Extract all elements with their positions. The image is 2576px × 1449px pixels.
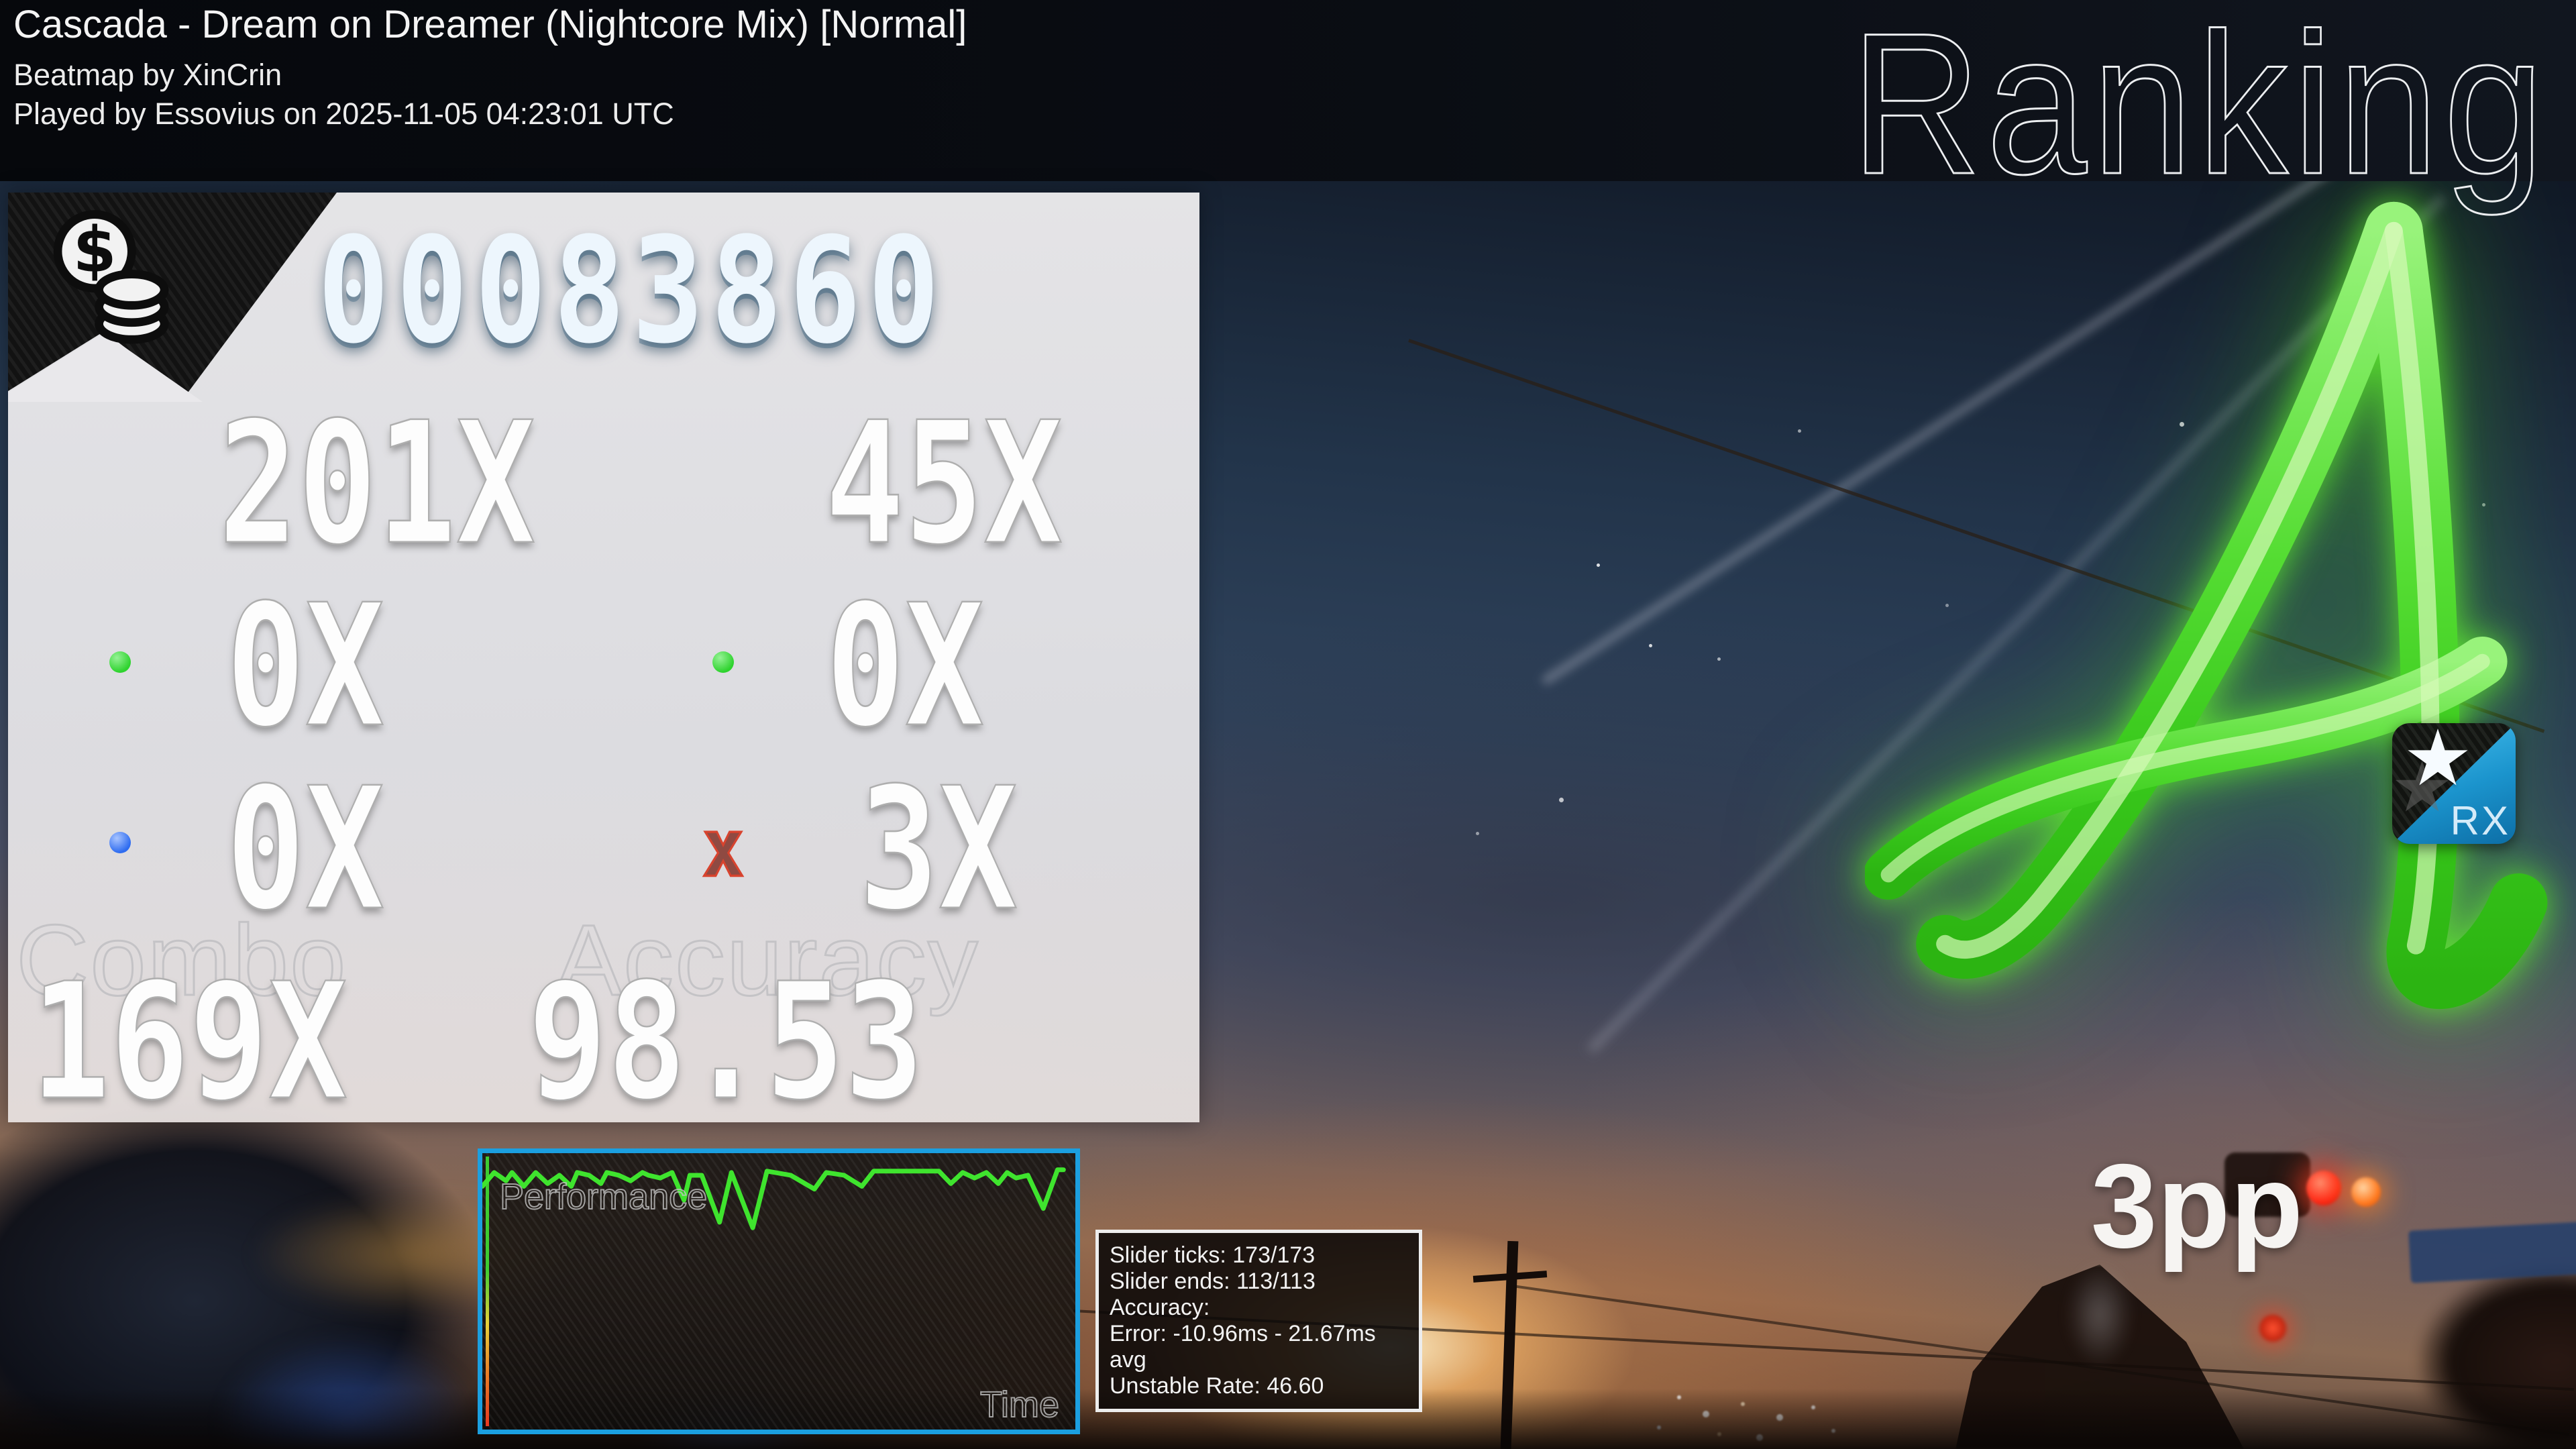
header-bar: Cascada - Dream on Dreamer (Nightcore Mi… — [0, 0, 2576, 181]
performance-graph-title: Performance — [499, 1176, 708, 1218]
coins-icon: $ — [53, 210, 169, 344]
star-icon: ★ — [2392, 749, 2454, 826]
score-panel: $ 00083860 201X 45X 0X 0X 0X x 3X Combo … — [8, 193, 1199, 1137]
tooltip-line-error: Error: -10.96ms - 21.67ms avg — [1110, 1321, 1376, 1373]
tooltip-line-slider-ends: Slider ends: 113/113 — [1110, 1269, 1316, 1294]
score-value: 00083860 — [317, 205, 947, 376]
mod-icon-label: RX — [2450, 798, 2510, 843]
played-by: Played by Essovius on 2025-11-05 04:23:0… — [13, 97, 674, 131]
pp-value: 3pp — [2090, 1139, 2304, 1273]
street-sign — [2408, 1222, 2576, 1283]
combo-value: 169X — [30, 949, 348, 1137]
accuracy-label: Accuracy — [554, 903, 979, 1018]
tooltip-line-slider-ticks: Slider ticks: 173/173 — [1110, 1242, 1316, 1268]
star-icon: ★ — [2403, 723, 2473, 802]
time-axis-label: Time — [979, 1384, 1060, 1426]
katu-dot-icon — [712, 651, 734, 673]
mod-icon-relax: ★ ★ RX — [2392, 723, 2516, 844]
hit50-count: 0X — [225, 751, 385, 949]
miss-x-icon: x — [701, 800, 745, 896]
accuracy-value: 98.53 — [527, 949, 924, 1137]
song-title: Cascada - Dream on Dreamer (Nightcore Mi… — [13, 3, 967, 46]
grade-letter-a — [1865, 201, 2548, 1009]
geki-dot-icon — [109, 651, 131, 673]
performance-graph[interactable]: Performance Time — [478, 1148, 1080, 1434]
miss-count: 3X — [859, 751, 1018, 949]
beatmap-author: Beatmap by XinCrin — [13, 58, 282, 92]
geki-count: 0X — [225, 568, 385, 765]
katu-count: 0X — [825, 568, 985, 765]
hit50-dot-icon — [109, 832, 131, 853]
stars — [1597, 564, 1600, 567]
hit300-count: 201X — [218, 386, 536, 583]
stats-tooltip: Slider ticks: 173/173 Slider ends: 113/1… — [1095, 1230, 1422, 1412]
tooltip-line-unstable-rate: Unstable Rate: 46.60 — [1110, 1373, 1324, 1399]
ranking-title: Ranking — [1850, 0, 2549, 216]
hit100-count: 45X — [824, 386, 1063, 583]
traffic-light-box — [2224, 1152, 2310, 1217]
tooltip-line-accuracy: Accuracy: — [1110, 1295, 1210, 1320]
combo-label: Combo — [15, 903, 347, 1018]
